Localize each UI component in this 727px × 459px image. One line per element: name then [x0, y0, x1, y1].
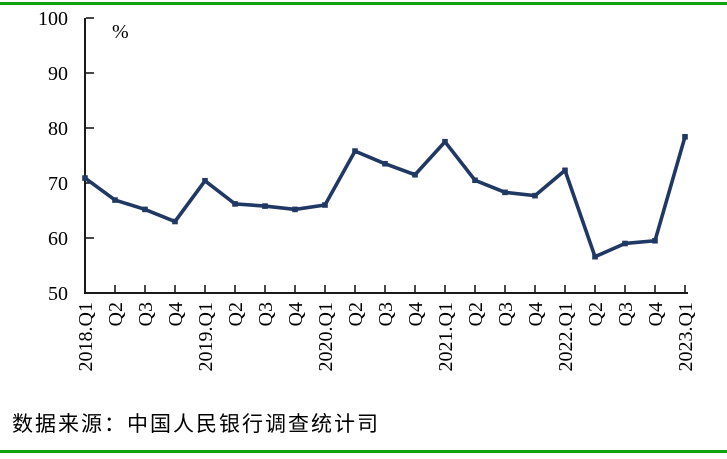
data-point-marker: [682, 134, 688, 140]
data-source-note: 数据来源：中国人民银行调查统计司: [12, 412, 380, 436]
data-point-marker: [82, 175, 88, 181]
y-tick-label: 70: [48, 173, 68, 195]
x-tick-label: Q4: [525, 302, 547, 326]
data-point-marker: [352, 148, 358, 154]
data-point-marker: [532, 192, 538, 199]
x-tick-label: Q2: [345, 302, 367, 326]
line-chart: 100 90 80 70 60 50 2018.Q1 Q2 Q3 Q4 2019.Q1 Q2 Q3 Q4 2…: [38, 8, 697, 371]
x-tick-label: 2022.Q1: [555, 302, 577, 371]
y-tick-label: 60: [48, 228, 68, 250]
x-tick-label: Q2: [105, 302, 127, 326]
x-tick-label: Q3: [135, 302, 157, 326]
x-tick-label: Q3: [375, 302, 397, 326]
x-tick-label: Q2: [225, 302, 247, 326]
data-point-marker: [412, 171, 418, 178]
x-tick-label: 2021.Q1: [435, 302, 457, 371]
x-tick-label: Q3: [255, 302, 277, 326]
y-tick-label: 90: [48, 63, 68, 85]
data-point-marker: [622, 240, 628, 247]
data-point-marker: [562, 167, 568, 174]
x-tick-label: 2023.Q1: [675, 302, 697, 371]
data-point-marker: [322, 202, 328, 208]
data-point-marker: [142, 206, 148, 213]
data-point-marker: [172, 218, 178, 225]
y-tick-label: 100: [38, 8, 68, 30]
y-tick-label: 50: [48, 283, 68, 305]
x-tick-label: Q3: [615, 302, 637, 326]
x-tick-label: Q4: [285, 302, 307, 326]
bottom-divider: [0, 450, 727, 453]
series-line: [83, 136, 687, 260]
y-tick-label: 80: [48, 118, 68, 140]
data-point-marker: [292, 206, 298, 213]
data-point-marker: [472, 177, 478, 184]
x-tick-label: Q4: [645, 302, 667, 326]
data-point-marker: [652, 237, 658, 244]
top-divider: [0, 2, 727, 5]
x-tick-label: Q4: [405, 302, 427, 326]
x-tick-label: Q4: [165, 302, 187, 326]
x-tick-label: Q2: [465, 302, 487, 326]
data-point-marker: [382, 160, 388, 167]
data-point-marker: [262, 203, 268, 209]
data-point-marker: [592, 253, 598, 260]
unit-label: %: [112, 21, 129, 43]
data-point-marker: [442, 138, 448, 145]
x-tick-label: 2020.Q1: [315, 302, 337, 371]
data-point-marker: [112, 197, 118, 203]
data-point-marker: [502, 189, 508, 196]
data-point-marker: [232, 201, 238, 207]
x-tick-label: Q2: [585, 302, 607, 326]
data-point-marker: [202, 178, 208, 184]
x-tick-label: Q3: [495, 302, 517, 326]
x-tick-label: 2019.Q1: [195, 302, 217, 371]
x-tick-label: 2018.Q1: [75, 302, 97, 371]
